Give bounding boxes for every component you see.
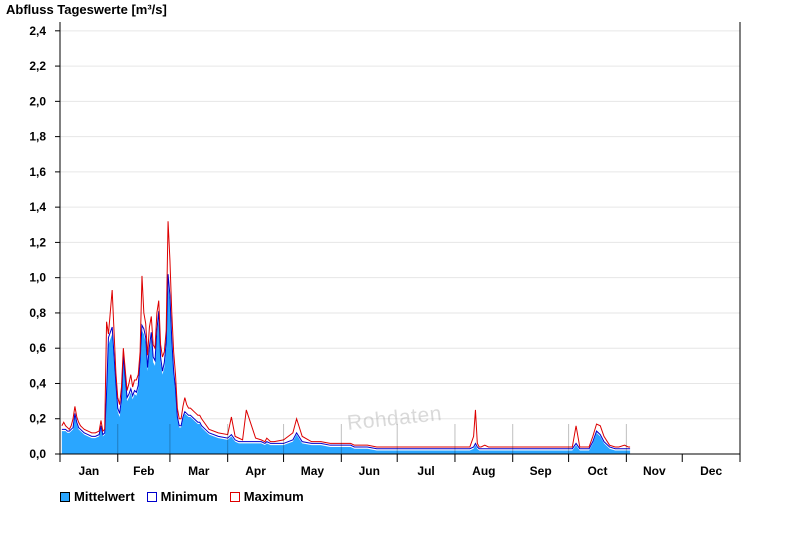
x-tick-label: Jan xyxy=(79,464,100,478)
legend-swatch-maximum xyxy=(229,491,240,502)
legend-label-minimum: Minimum xyxy=(160,489,218,504)
legend-item-mean: Mittelwert xyxy=(60,489,135,504)
x-tick-label: Sep xyxy=(530,464,552,478)
y-tick-label: 0,2 xyxy=(29,412,46,426)
x-tick-label: Aug xyxy=(472,464,495,478)
legend: Mittelwert Minimum Maximum xyxy=(60,489,304,504)
legend-swatch-minimum xyxy=(146,491,157,502)
y-tick-label: 1,0 xyxy=(29,271,46,285)
y-tick-label: 2,0 xyxy=(29,94,46,108)
x-tick-label: Nov xyxy=(643,464,666,478)
chart-title: Abfluss Tageswerte [m³/s] xyxy=(6,2,167,17)
x-tick-label: Feb xyxy=(133,464,154,478)
x-tick-label: Jun xyxy=(359,464,380,478)
y-tick-label: 1,4 xyxy=(29,200,46,214)
series-areas xyxy=(61,221,631,454)
y-tick-label: 0,8 xyxy=(29,306,46,320)
grid-lines xyxy=(60,30,740,420)
y-tick-label: 1,6 xyxy=(29,165,46,179)
legend-item-minimum: Minimum xyxy=(146,489,218,504)
x-tick-label: May xyxy=(301,464,325,478)
y-tick-label: 1,2 xyxy=(29,235,46,249)
axes xyxy=(55,22,741,462)
y-tick-label: 1,8 xyxy=(29,130,46,144)
x-tick-label: Jul xyxy=(417,464,434,478)
series-line-maximum xyxy=(61,221,631,448)
legend-item-maximum: Maximum xyxy=(229,489,304,504)
y-tick-label: 2,4 xyxy=(29,24,46,38)
tick-labels: 0,0 0,2 0,4 0,6 0,8 1,0 1,2 1,4 1,6 1,8 2,0 2,2 2,4 J… xyxy=(29,24,722,478)
y-tick-label: 0,0 xyxy=(29,447,46,461)
y-tick-label: 2,2 xyxy=(29,59,46,73)
series-line-minimum xyxy=(61,274,631,450)
legend-swatch-mean xyxy=(60,491,70,502)
legend-label-mean: Mittelwert xyxy=(74,489,135,504)
y-tick-label: 0,6 xyxy=(29,341,46,355)
x-tick-label: Apr xyxy=(245,464,266,478)
series-area-mittelwert xyxy=(61,281,631,454)
x-tick-label: Mar xyxy=(188,464,210,478)
y-tick-label: 0,4 xyxy=(29,376,46,390)
legend-label-maximum: Maximum xyxy=(243,489,304,504)
x-tick-label: Dec xyxy=(700,464,722,478)
x-tick-label: Oct xyxy=(587,464,607,478)
